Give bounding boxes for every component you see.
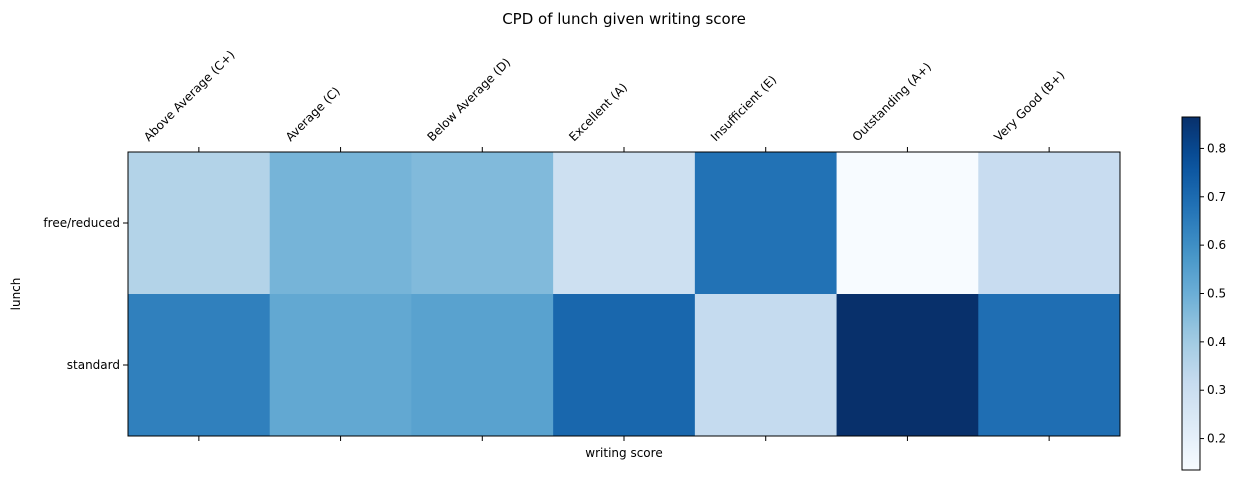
x-tick-label: Insufficient (E) [708, 73, 779, 144]
colorbar: 0.2 0.3 0.4 0.5 0.6 0.7 0.8 [1181, 116, 1226, 471]
heatmap-cell [978, 294, 1121, 437]
y-axis-label: lunch [9, 278, 23, 311]
heatmap-cell [694, 152, 838, 295]
heatmap-cell [836, 294, 979, 437]
heatmap-cell [411, 294, 554, 437]
heatmap-cell [269, 294, 412, 437]
heatmap-cell [978, 152, 1121, 295]
colorbar-tick-label: 0.2 [1207, 432, 1226, 446]
heatmap-cell [269, 152, 412, 295]
colorbar-tick-label: 0.8 [1207, 141, 1226, 155]
x-axis-label: writing score [585, 446, 662, 460]
chart-title: CPD of lunch given writing score [502, 10, 746, 28]
y-tick-label: free/reduced [43, 216, 120, 230]
colorbar-tick-label: 0.5 [1207, 287, 1226, 301]
colorbar-tick-label: 0.3 [1207, 383, 1226, 397]
heatmap-cells [128, 152, 1121, 437]
heatmap-cell [128, 152, 271, 295]
x-tick-label: Very Good (B+) [991, 68, 1067, 144]
colorbar-tick-label: 0.6 [1207, 238, 1226, 252]
heatmap-cell [694, 294, 838, 437]
x-tick-label: Average (C) [283, 84, 343, 144]
colorbar-gradient [1181, 116, 1201, 471]
colorbar-tick-label: 0.7 [1207, 190, 1226, 204]
heatmap-cell [128, 294, 271, 437]
x-tick-label: Below Average (D) [425, 55, 514, 144]
colorbar-tick-label: 0.4 [1207, 335, 1226, 349]
x-tick-label: Excellent (A) [566, 80, 630, 144]
heatmap-cell [553, 294, 696, 437]
y-tick-label: standard [67, 358, 120, 372]
y-axis-ticks: free/reduced standard [43, 216, 128, 372]
heatmap-cell [836, 152, 979, 295]
heatmap-cell [553, 152, 696, 295]
x-tick-label: Outstanding (A+) [850, 60, 934, 144]
x-tick-label: Above Average (C+) [141, 48, 237, 144]
heatmap-cell [411, 152, 554, 295]
